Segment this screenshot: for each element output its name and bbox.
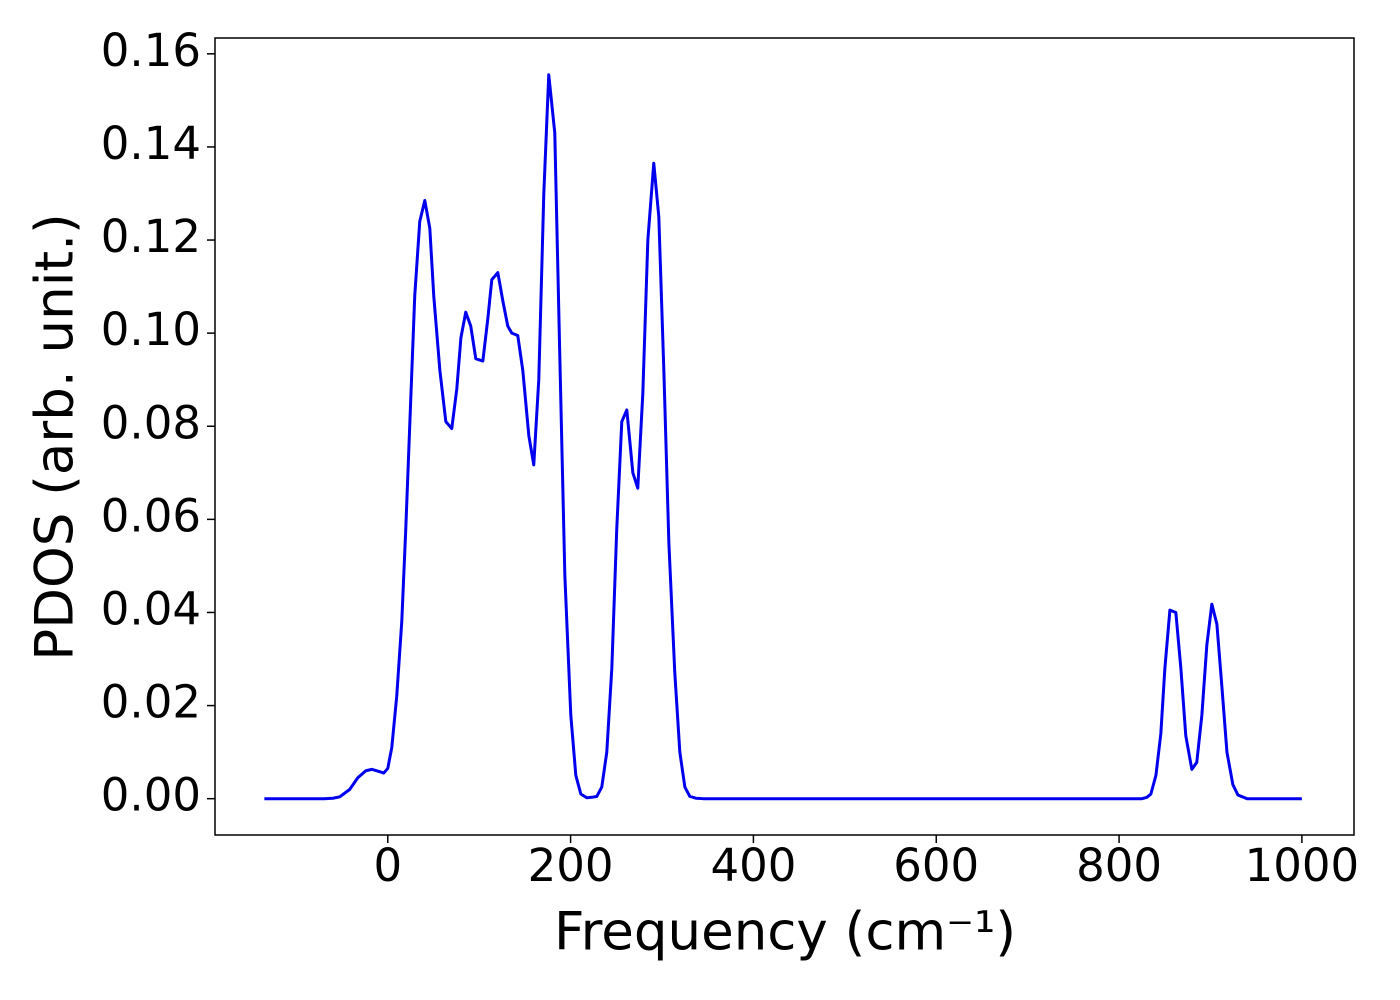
x-tick-label: 400 [710, 839, 796, 892]
y-tick-label: 0.00 [101, 769, 201, 822]
x-tick-label: 800 [1076, 839, 1162, 892]
x-tick-label: 1000 [1245, 839, 1360, 892]
y-tick-label: 0.14 [101, 117, 201, 170]
y-tick-label: 0.10 [101, 303, 201, 356]
x-tick-label: 0 [373, 839, 402, 892]
data-line [264, 73, 1302, 801]
y-tick-label: 0.02 [101, 676, 201, 729]
y-tick-label: 0.08 [101, 396, 201, 449]
x-tick-label: 600 [893, 839, 979, 892]
y-tick-label: 0.16 [101, 24, 201, 77]
y-axis-label: PDOS (arb. unit.) [25, 213, 86, 660]
x-axis-label: Frequency (cm⁻¹) [554, 902, 1016, 963]
y-tick-label: 0.12 [101, 210, 201, 263]
plot-frame [214, 37, 1355, 836]
y-tick-label: 0.04 [101, 582, 201, 635]
y-tick-label: 0.06 [101, 489, 201, 542]
x-tick-label: 200 [528, 839, 614, 892]
